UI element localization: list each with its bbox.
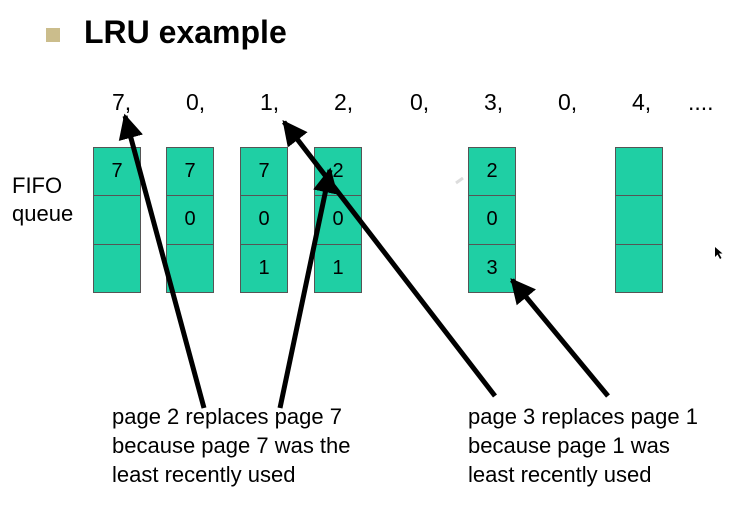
ref-item: 4, — [632, 89, 652, 115]
ref-item: 1, — [260, 89, 280, 115]
ref-item: .... — [688, 89, 714, 115]
frame-cell: 0 — [167, 196, 213, 245]
frame-cell: 3 — [486, 256, 498, 279]
slide-title: LRU example — [84, 14, 287, 50]
frame-cell: 0 — [315, 196, 361, 245]
frame-cell: 1 — [258, 256, 270, 279]
right-explanation: page 3 replaces page 1 because page 1 wa… — [468, 402, 698, 489]
frame-cell: 0 — [469, 196, 515, 245]
frame-cell — [616, 245, 662, 292]
title-bullet — [46, 28, 60, 42]
note-line: least recently used — [112, 462, 296, 487]
frame-cell: 2 — [469, 148, 515, 197]
left-explanation: page 2 replaces page 7 because page 7 wa… — [112, 402, 351, 489]
frame-cell — [616, 148, 662, 197]
fifo-queue-label: FIFO queue — [12, 172, 73, 228]
ref-item: 0, — [186, 89, 206, 115]
frame-cell: 7 — [94, 148, 140, 197]
frame-cell: 7 — [241, 148, 287, 197]
stray-mark — [455, 177, 464, 185]
ref-item: 0, — [410, 89, 430, 115]
fifo-label-line: queue — [12, 201, 74, 226]
frame-column: 7 — [93, 147, 141, 293]
frame-column: 2 0 1 — [314, 147, 362, 293]
frame-cell — [616, 196, 662, 245]
frame-cell: 0 — [241, 196, 287, 245]
frame-column: 7 0 — [166, 147, 214, 293]
frame-cell — [94, 245, 140, 292]
frame-column — [615, 147, 663, 293]
frame-cell — [167, 245, 213, 292]
note-line: because page 1 was — [468, 433, 670, 458]
mouse-cursor-icon — [715, 247, 723, 259]
ref-item: 0, — [558, 89, 578, 115]
note-line: page 2 replaces page 7 — [112, 404, 342, 429]
frame-column: 2 0 3 — [468, 147, 516, 293]
ref-item: 3, — [484, 89, 504, 115]
frame-cell: 1 — [332, 256, 344, 279]
frame-cell: 2 — [315, 148, 361, 197]
note-line: least recently used — [468, 462, 652, 487]
frame-column: 7 0 1 — [240, 147, 288, 293]
frame-cell — [94, 196, 140, 245]
frame-cell: 7 — [167, 148, 213, 197]
ref-item: 7, — [112, 89, 132, 115]
ref-item: 2, — [334, 89, 354, 115]
arrow-to-page3-frame — [510, 278, 610, 398]
note-line: because page 7 was the — [112, 433, 351, 458]
note-line: page 3 replaces page 1 — [468, 404, 698, 429]
fifo-label-line: FIFO — [12, 173, 63, 198]
